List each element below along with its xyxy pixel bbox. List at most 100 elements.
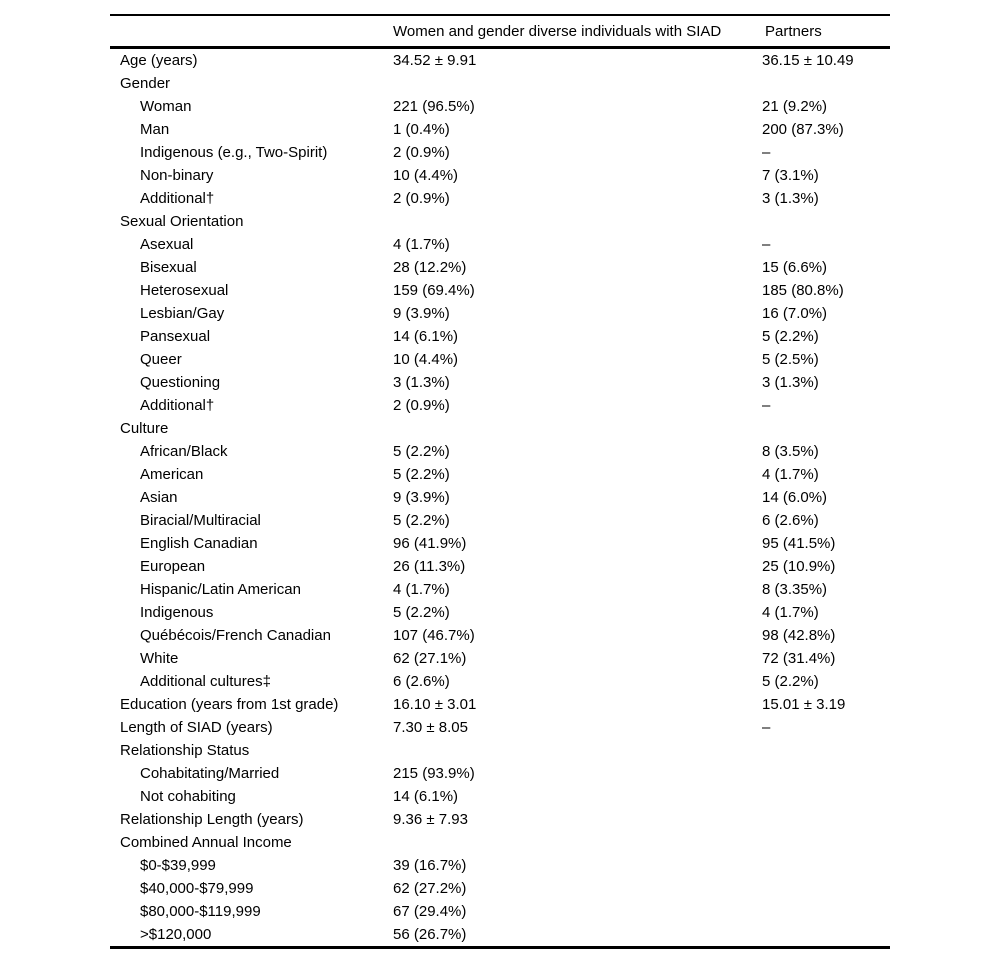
table-row: Lesbian/Gay 9 (3.9%) 16 (7.0%) [110, 302, 890, 325]
table-row: Additional† 2 (0.9%) – [110, 394, 890, 417]
table-row: Non-binary 10 (4.4%) 7 (3.1%) [110, 164, 890, 187]
partners-value [762, 854, 890, 877]
partners-value: 3 (1.3%) [762, 190, 819, 207]
row-label: Combined Annual Income [120, 834, 292, 851]
partners-value: 5 (2.2%) [762, 673, 819, 690]
partners-value: 5 (2.2%) [762, 328, 819, 345]
partners-value: 200 (87.3%) [762, 121, 844, 138]
table-row: Not cohabiting 14 (6.1%) [110, 785, 890, 808]
table-row: Man 1 (0.4%) 200 (87.3%) [110, 118, 890, 141]
siad-value: 9 (3.9%) [393, 489, 450, 506]
row-label: Québécois/French Canadian [140, 627, 331, 644]
header-partners-column: Partners [765, 22, 822, 40]
partners-value: 98 (42.8%) [762, 627, 836, 644]
row-label: Questioning [140, 374, 221, 391]
siad-value: 10 (4.4%) [393, 351, 459, 368]
table-row: Asian 9 (3.9%) 14 (6.0%) [110, 486, 890, 509]
siad-value: 6 (2.6%) [393, 673, 450, 690]
partners-value: 185 (80.8%) [762, 282, 844, 299]
table-header: Women and gender diverse individuals wit… [110, 15, 890, 48]
partners-value: – [762, 236, 771, 253]
partners-value: 15 (6.6%) [762, 259, 828, 276]
table-row: Relationship Status [110, 739, 890, 762]
row-label: $40,000-$79,999 [140, 880, 254, 897]
table-row: Length of SIAD (years) 7.30 ± 8.05 – [110, 716, 890, 739]
row-label: Non-binary [140, 167, 214, 184]
row-label: European [140, 558, 206, 575]
table-body: Age (years) 34.52 ± 9.91 36.15 ± 10.49 Gend… [110, 48, 890, 948]
row-label: Additional cultures‡ [140, 673, 271, 690]
partners-value: 14 (6.0%) [762, 489, 828, 506]
siad-value: 10 (4.4%) [393, 167, 459, 184]
partners-value: 4 (1.7%) [762, 604, 819, 621]
row-label: Asexual [140, 236, 194, 253]
row-label: African/Black [140, 443, 228, 460]
siad-value: 4 (1.7%) [393, 581, 450, 598]
siad-value [393, 739, 762, 762]
partners-value: – [762, 719, 771, 736]
partners-value: 7 (3.1%) [762, 167, 819, 184]
row-label: Sexual Orientation [120, 213, 244, 230]
siad-value: 1 (0.4%) [393, 121, 450, 138]
partners-value: 8 (3.35%) [762, 581, 828, 598]
partners-value: 21 (9.2%) [762, 98, 828, 115]
partners-value [762, 762, 890, 785]
row-label: Hispanic/Latin American [140, 581, 301, 598]
siad-value: 34.52 ± 9.91 [393, 52, 477, 69]
siad-value: 39 (16.7%) [393, 857, 467, 874]
table-row: Culture [110, 417, 890, 440]
partners-value [762, 72, 890, 95]
row-label: Pansexual [140, 328, 211, 345]
siad-value [393, 417, 762, 440]
siad-value: 7.30 ± 8.05 [393, 719, 468, 736]
siad-value: 5 (2.2%) [393, 443, 450, 460]
row-label: Bisexual [140, 259, 197, 276]
row-label: Heterosexual [140, 282, 229, 299]
table-row: >$120,000 56 (26.7%) [110, 923, 890, 948]
row-label: English Canadian [140, 535, 258, 552]
table-row: Québécois/French Canadian 107 (46.7%) 98 (… [110, 624, 890, 647]
table-row: Queer 10 (4.4%) 5 (2.5%) [110, 348, 890, 371]
siad-value: 62 (27.2%) [393, 880, 467, 897]
siad-value: 3 (1.3%) [393, 374, 450, 391]
siad-value: 5 (2.2%) [393, 512, 450, 529]
row-label: Cohabitating/Married [140, 765, 280, 782]
row-label: $80,000-$119,999 [140, 903, 261, 920]
row-label: Additional† [140, 190, 215, 207]
table-row: English Canadian 96 (41.9%) 95 (41.5%) [110, 532, 890, 555]
row-label: Lesbian/Gay [140, 305, 225, 322]
table-row: Questioning 3 (1.3%) 3 (1.3%) [110, 371, 890, 394]
partners-value [762, 785, 890, 808]
partners-value: 72 (31.4%) [762, 650, 836, 667]
row-label: Education (years from 1st grade) [120, 696, 339, 713]
table-row: Biracial/Multiracial 5 (2.2%) 6 (2.6%) [110, 509, 890, 532]
siad-value: 4 (1.7%) [393, 236, 450, 253]
partners-value: 25 (10.9%) [762, 558, 836, 575]
table-row: Additional† 2 (0.9%) 3 (1.3%) [110, 187, 890, 210]
partners-value: – [762, 397, 771, 414]
partners-value [762, 210, 890, 233]
siad-value [393, 210, 762, 233]
table-row: Woman 221 (96.5%) 21 (9.2%) [110, 95, 890, 118]
row-label: Indigenous [140, 604, 214, 621]
table-row: $0-$39,999 39 (16.7%) [110, 854, 890, 877]
siad-value: 215 (93.9%) [393, 765, 475, 782]
table-row: Indigenous (e.g., Two-Spirit) 2 (0.9%) – [110, 141, 890, 164]
table-row: Age (years) 34.52 ± 9.91 36.15 ± 10.49 [110, 48, 890, 73]
siad-value [393, 72, 762, 95]
row-label: Indigenous (e.g., Two-Spirit) [140, 144, 328, 161]
siad-value: 221 (96.5%) [393, 98, 475, 115]
siad-value: 26 (11.3%) [393, 558, 466, 575]
partners-value: 36.15 ± 10.49 [762, 52, 854, 69]
header-siad-column: Women and gender diverse individuals wit… [393, 22, 722, 40]
table-row: American 5 (2.2%) 4 (1.7%) [110, 463, 890, 486]
row-label: Additional† [140, 397, 215, 414]
siad-value: 9 (3.9%) [393, 305, 450, 322]
table-row: Gender [110, 72, 890, 95]
row-label: White [140, 650, 179, 667]
table-row: Asexual 4 (1.7%) – [110, 233, 890, 256]
row-label: $0-$39,999 [140, 857, 216, 874]
siad-value: 28 (12.2%) [393, 259, 467, 276]
partners-value: 5 (2.5%) [762, 351, 819, 368]
